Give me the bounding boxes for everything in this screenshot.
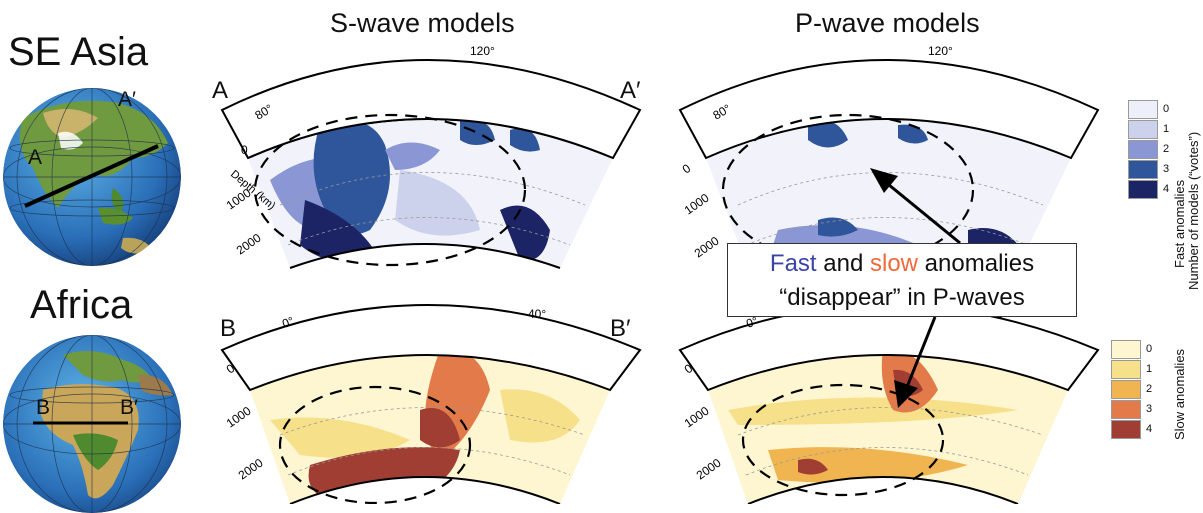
globe-se-asia [3,88,181,266]
legend-fast-level-3: 3 [1163,163,1170,175]
legend-fast-subtitle: Number of models (“votes”) [1186,131,1201,290]
cross-section-africa-s-wave: 0 1000 2000 0° 40° [220,304,642,504]
legend-slow-swatch-1 [1111,360,1141,379]
legend-fast-swatch-3 [1128,160,1158,179]
arrow-head-down [894,380,918,408]
callout-anomalies-word: anomalies [918,250,1035,277]
globe-africa [3,335,181,513]
section-label-a: A [212,77,229,104]
legend-fast-level-1: 1 [1163,123,1170,135]
asia-s-depth-0: 0 [241,143,248,157]
legend-slow-level-4: 4 [1146,423,1153,435]
callout-line-2: “disappear” in P-waves [779,284,1025,311]
callout-and-word: and [816,250,870,277]
region-title-se-asia: SE Asia [8,30,149,74]
section-label-b: B [220,315,237,342]
asia-s-lon-120: 120° [470,44,495,58]
globe-label-b: B [36,396,51,419]
legend-fast-swatch-0 [1128,100,1158,119]
legend-slow-swatch-3 [1111,400,1141,419]
africa-s-lon-40: 40° [528,307,546,321]
legend-fast-swatch-2 [1128,140,1158,159]
callout-slow-word: slow [870,250,919,277]
legend-slow-swatch-4 [1111,420,1141,439]
arrow-head-up [870,168,898,193]
callout-box: Fast and slow anomalies “disappear” in P… [727,243,1077,317]
globe-label-a: A [28,146,43,169]
legend-fast-level-2: 2 [1163,143,1170,155]
africa-s-lon-0: 0° [280,314,296,331]
legend-slow-level-0: 0 [1146,343,1153,355]
callout-fast-word: Fast [769,250,817,277]
asia-p-lon-120: 120° [928,44,953,58]
column-title-s-wave: S-wave models [330,8,515,38]
section-label-a-prime: A′ [620,77,641,104]
legend-fast-title: Fast anomalies [1172,179,1187,268]
column-title-p-wave: P-wave models [795,8,980,38]
legend-fast-level-0: 0 [1163,103,1170,115]
legend-slow-level-1: 1 [1146,363,1153,375]
legend-slow-title: Slow anomalies [1172,348,1187,440]
legend-slow-swatch-2 [1111,380,1141,399]
globe-label-a-prime: A′ [118,88,136,111]
legend-slow-level-2: 2 [1146,383,1153,395]
callout-line-1: Fast and slow anomalies [728,250,1076,278]
section-label-b-prime: B′ [610,315,631,342]
legend-slow-level-3: 3 [1146,403,1153,415]
legend-fast-level-4: 4 [1163,183,1170,195]
legend-slow-swatch-0 [1111,340,1141,359]
legend-fast-swatch-4 [1128,180,1158,199]
legend-fast-swatch-1 [1128,120,1158,139]
globe-label-b-prime: B′ [120,396,138,419]
cross-section-asia-s-wave: 0 1000 2000 Depth (km) 80° 120° [220,44,642,269]
region-title-africa: Africa [30,283,133,327]
africa-p-lon-0: 0° [744,314,760,331]
